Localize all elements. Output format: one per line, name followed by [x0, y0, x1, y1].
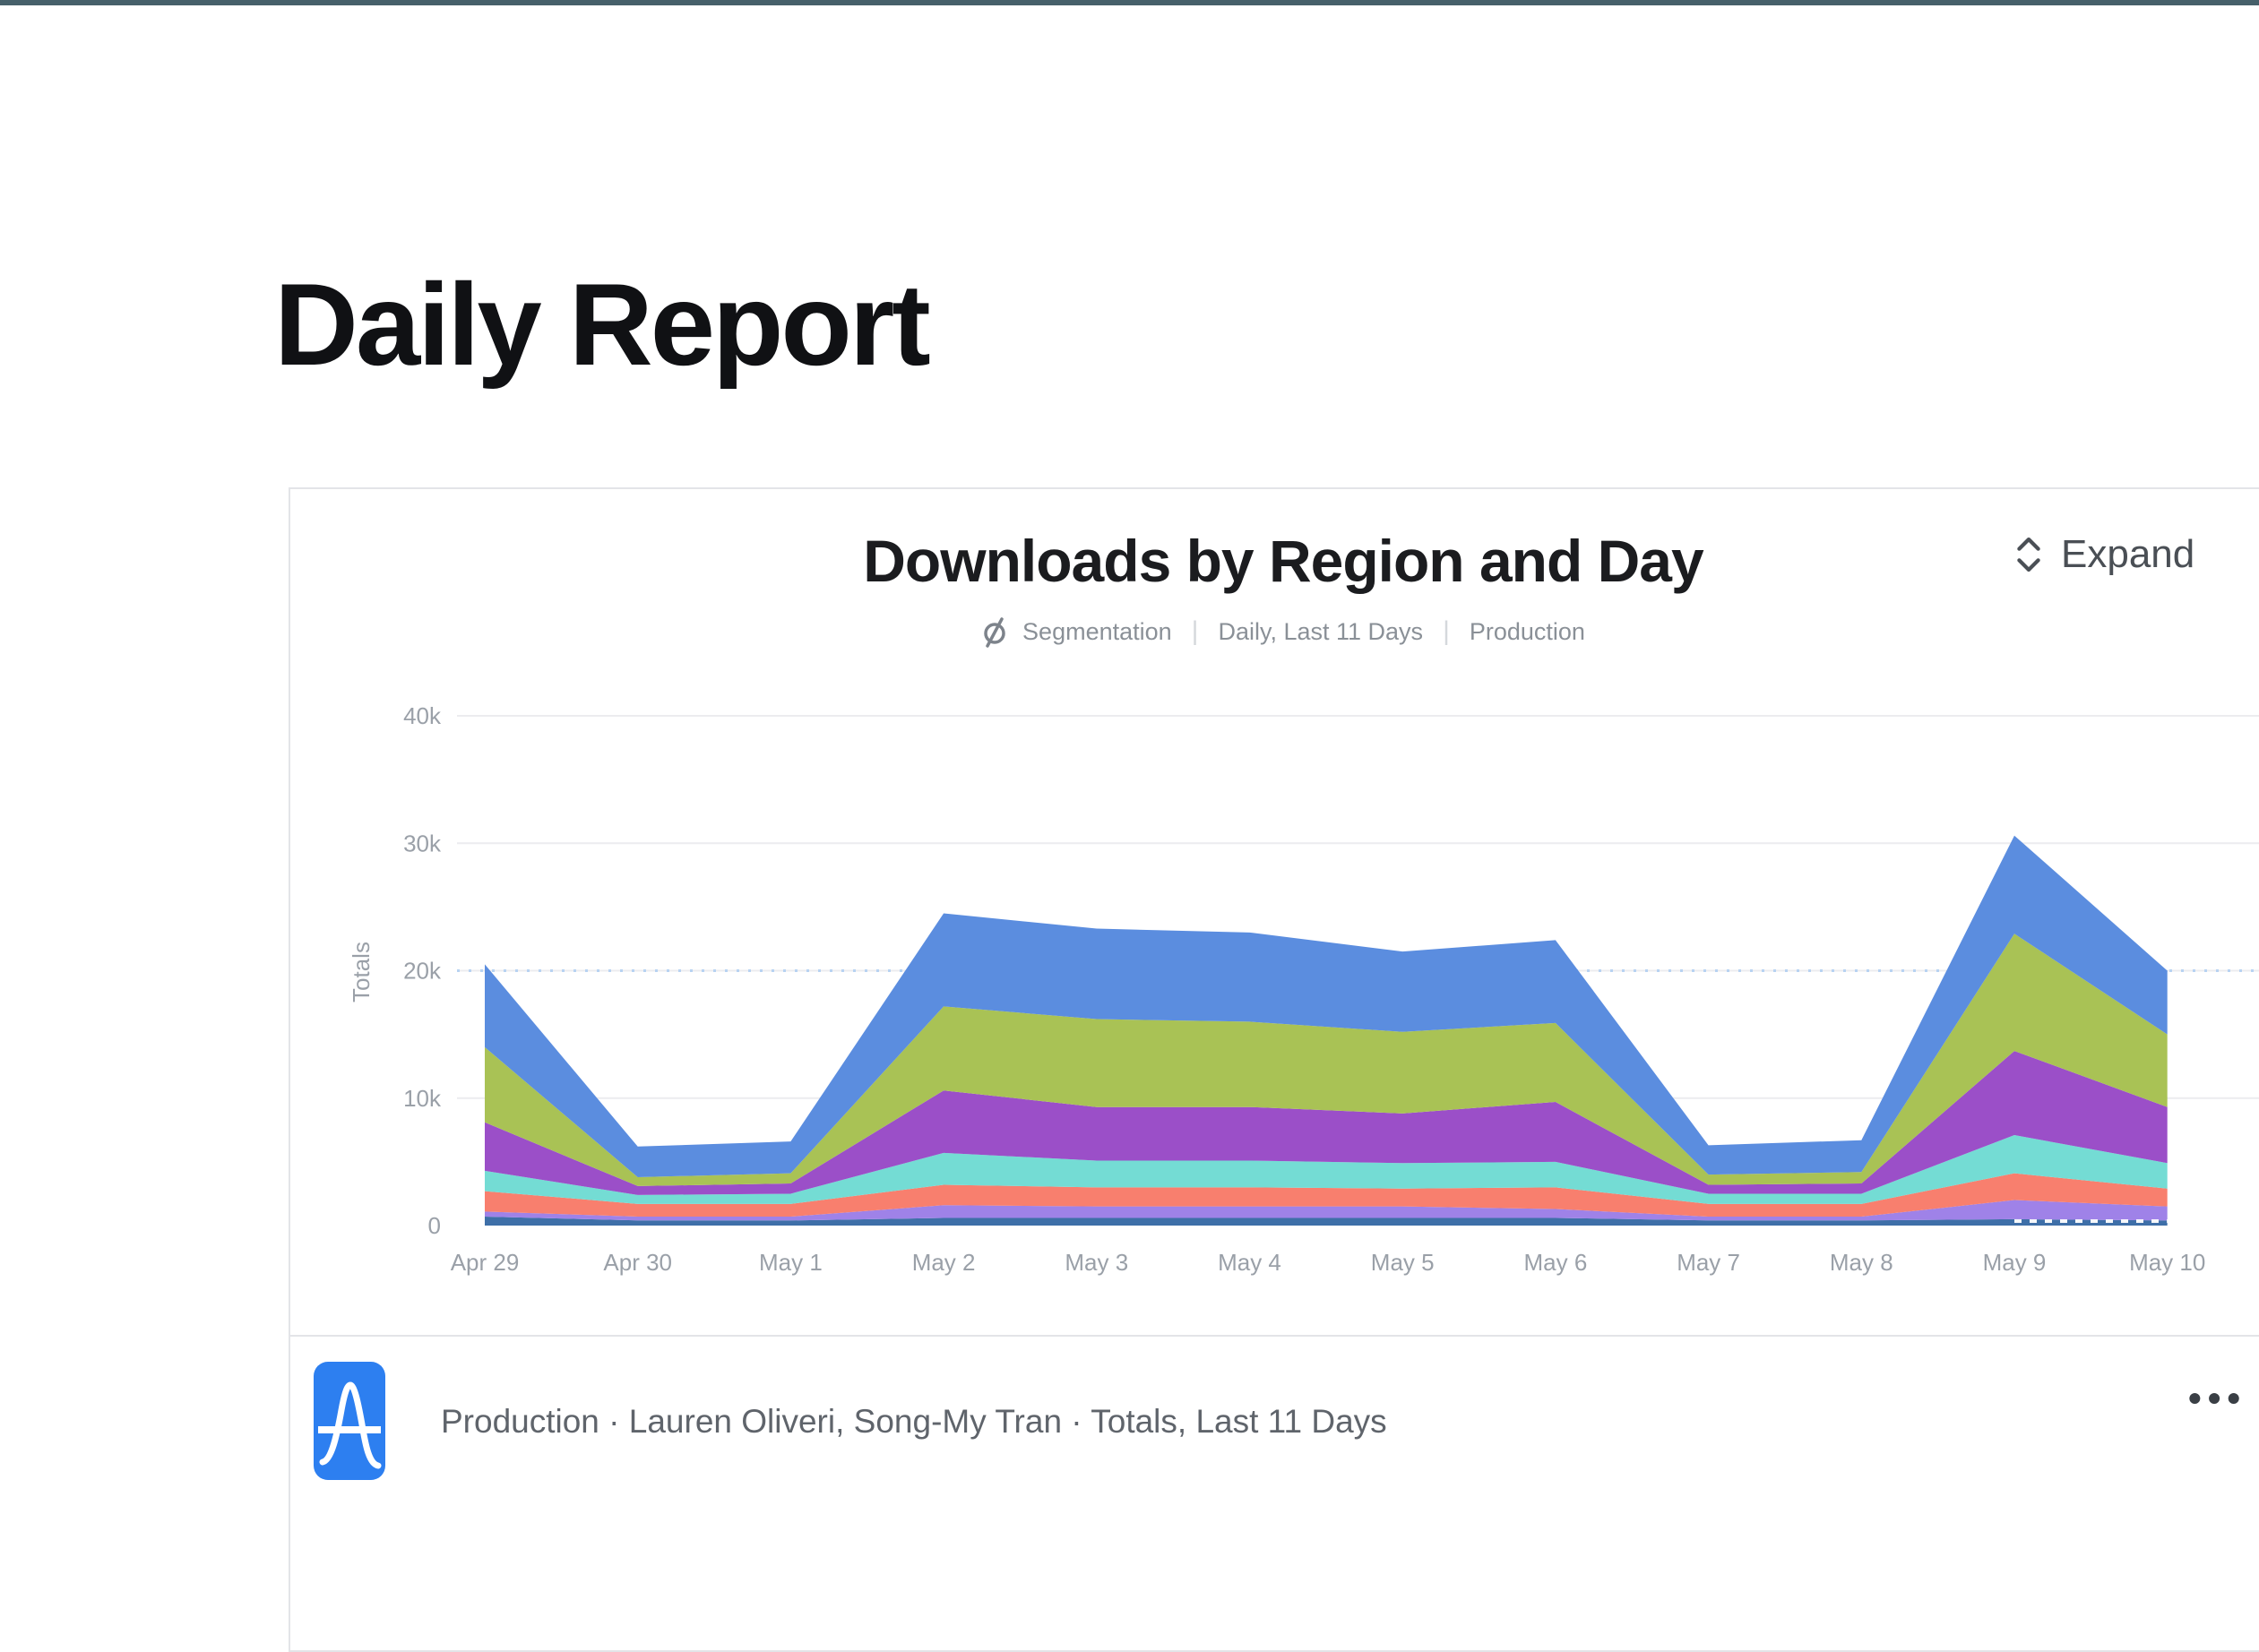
svg-text:May 8: May 8 [1830, 1249, 1893, 1276]
subtitle-divider: | [1191, 616, 1199, 646]
svg-text:10k: 10k [403, 1085, 442, 1112]
svg-text:0: 0 [428, 1212, 441, 1239]
date-range-label: Daily, Last 11 Days [1218, 617, 1424, 645]
svg-text:May 3: May 3 [1065, 1249, 1128, 1276]
chart-card: Downloads by Region and Day Expand Segme… [289, 487, 2259, 1652]
segmentation-icon [981, 615, 1008, 649]
amplitude-logo-icon [314, 1362, 385, 1480]
card-footer: Production · Lauren Oliveri, Song-My Tra… [290, 1335, 2259, 1604]
svg-text:May 5: May 5 [1371, 1249, 1435, 1276]
expand-label: Expand [2061, 532, 2195, 576]
svg-text:30k: 30k [403, 830, 442, 856]
chart-subtitle: Segmentation | Daily, Last 11 Days | Pro… [290, 615, 2259, 649]
svg-text:May 6: May 6 [1523, 1249, 1587, 1276]
more-menu-button[interactable]: ••• [2183, 1376, 2252, 1421]
svg-text:20k: 20k [403, 958, 442, 985]
top-accent-bar [0, 0, 2259, 5]
svg-text:40k: 40k [403, 702, 442, 729]
page-title: Daily Report [274, 259, 931, 390]
svg-text:Totals: Totals [348, 942, 375, 1002]
svg-text:May 10: May 10 [2129, 1249, 2205, 1276]
expand-icon [2013, 533, 2045, 576]
footer-meta-text: Production · Lauren Oliveri, Song-My Tra… [441, 1403, 1387, 1440]
expand-button[interactable]: Expand [2013, 532, 2194, 577]
stacked-area-chart[interactable]: 0 10k 20k 30k 40k Apr 29 Apr 30 May 1 May 2 May 3… [290, 690, 2259, 1299]
svg-text:May 9: May 9 [1983, 1249, 2047, 1276]
svg-text:Apr 30: Apr 30 [603, 1249, 672, 1276]
project-label: Production [1469, 617, 1585, 645]
svg-text:May 4: May 4 [1218, 1249, 1281, 1276]
chart-title: Downloads by Region and Day [863, 528, 1703, 594]
subtitle-divider: | [1443, 616, 1450, 646]
svg-text:May 7: May 7 [1677, 1249, 1740, 1276]
svg-text:May 2: May 2 [912, 1249, 976, 1276]
chart-type-label: Segmentation [1022, 617, 1172, 645]
svg-text:May 1: May 1 [759, 1249, 823, 1276]
svg-text:Apr 29: Apr 29 [451, 1249, 520, 1276]
